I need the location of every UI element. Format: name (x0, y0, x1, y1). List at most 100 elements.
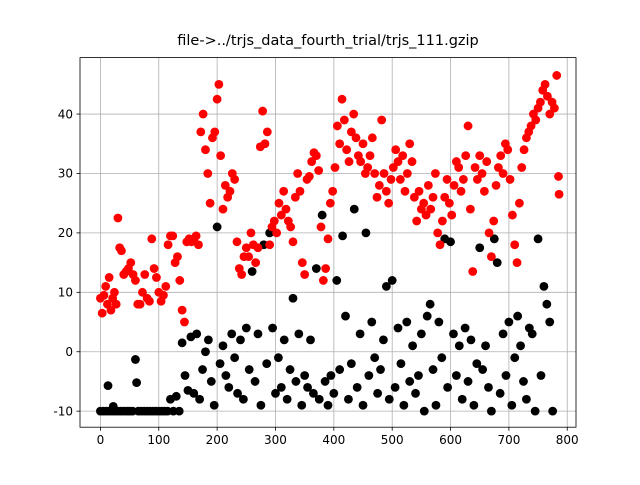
data-point (274, 198, 284, 208)
data-point (195, 394, 205, 404)
data-point (230, 175, 240, 184)
data-point (543, 91, 552, 101)
data-point (468, 267, 478, 276)
data-point (149, 264, 159, 273)
data-point (210, 127, 220, 137)
data-point (519, 377, 528, 386)
data-point (244, 252, 254, 262)
data-point (519, 145, 529, 155)
data-point (514, 198, 524, 208)
data-point (454, 163, 464, 172)
data-point (372, 192, 382, 202)
data-point (291, 377, 301, 386)
data-point (191, 231, 201, 241)
data-point (203, 169, 213, 178)
data-point (435, 240, 445, 250)
x-tick-label: 200 (206, 433, 229, 447)
data-point (501, 371, 511, 380)
data-point (251, 258, 261, 268)
data-point (346, 359, 356, 369)
x-tick-label: 600 (439, 433, 462, 447)
plot-frame (79, 57, 577, 428)
data-point (381, 281, 391, 291)
data-point (316, 222, 326, 232)
data-point (339, 115, 349, 125)
data-point (329, 388, 339, 398)
data-point (414, 186, 424, 196)
data-point (486, 252, 496, 262)
data-point (177, 338, 187, 348)
data-point (411, 388, 420, 398)
data-point (414, 371, 423, 380)
data-point (282, 394, 292, 404)
data-point (281, 204, 291, 214)
data-point (517, 163, 527, 172)
data-point (344, 394, 353, 404)
data-point (400, 186, 410, 196)
data-point (387, 276, 397, 285)
data-point (117, 246, 126, 256)
data-point (349, 204, 359, 214)
data-point (103, 381, 113, 391)
data-point (489, 216, 499, 226)
data-point (428, 365, 438, 374)
data-point (106, 305, 116, 315)
data-point (216, 151, 226, 161)
data-point (482, 157, 492, 166)
data-point (365, 151, 375, 161)
data-point (393, 157, 403, 166)
data-point (276, 382, 286, 392)
y-tick-label: -10 (53, 404, 73, 418)
data-point (393, 323, 403, 333)
data-point (337, 94, 347, 104)
data-point (300, 270, 310, 279)
data-point (198, 365, 207, 374)
data-point (218, 341, 228, 351)
data-point (402, 169, 412, 178)
data-point (379, 335, 388, 345)
data-point (442, 175, 452, 184)
data-point (384, 394, 394, 404)
x-axis: 0 100 200 300 400 500 600 700 800 (97, 427, 579, 447)
data-point (364, 371, 374, 380)
data-point (379, 169, 389, 178)
data-point (545, 317, 555, 327)
data-point (192, 329, 202, 339)
data-point (271, 388, 280, 398)
data-point (247, 267, 257, 276)
data-point (507, 210, 517, 220)
data-point (304, 172, 314, 181)
data-point (510, 353, 520, 363)
data-point (221, 371, 231, 380)
data-point (174, 406, 184, 416)
data-point (132, 378, 142, 388)
data-point (161, 281, 171, 291)
data-point (469, 400, 479, 410)
data-point (201, 145, 210, 155)
data-point (314, 166, 324, 175)
data-point (377, 115, 387, 125)
data-point (505, 175, 515, 184)
data-point (262, 127, 272, 137)
data-point (293, 169, 303, 178)
data-point (486, 406, 496, 416)
data-point (440, 192, 450, 202)
data-point (376, 365, 385, 374)
data-point (97, 308, 107, 318)
data-point (407, 157, 417, 166)
data-point (152, 273, 161, 282)
data-point (230, 353, 240, 363)
data-point (113, 213, 123, 223)
data-point (209, 400, 219, 410)
data-point (384, 198, 394, 208)
data-point (477, 169, 487, 178)
data-point (363, 163, 373, 172)
data-point (444, 198, 454, 208)
data-point (472, 175, 482, 184)
data-point (311, 264, 321, 273)
data-point (260, 139, 270, 149)
data-point (398, 151, 408, 161)
data-point (457, 394, 467, 404)
data-point (386, 175, 396, 184)
data-point (475, 243, 485, 253)
